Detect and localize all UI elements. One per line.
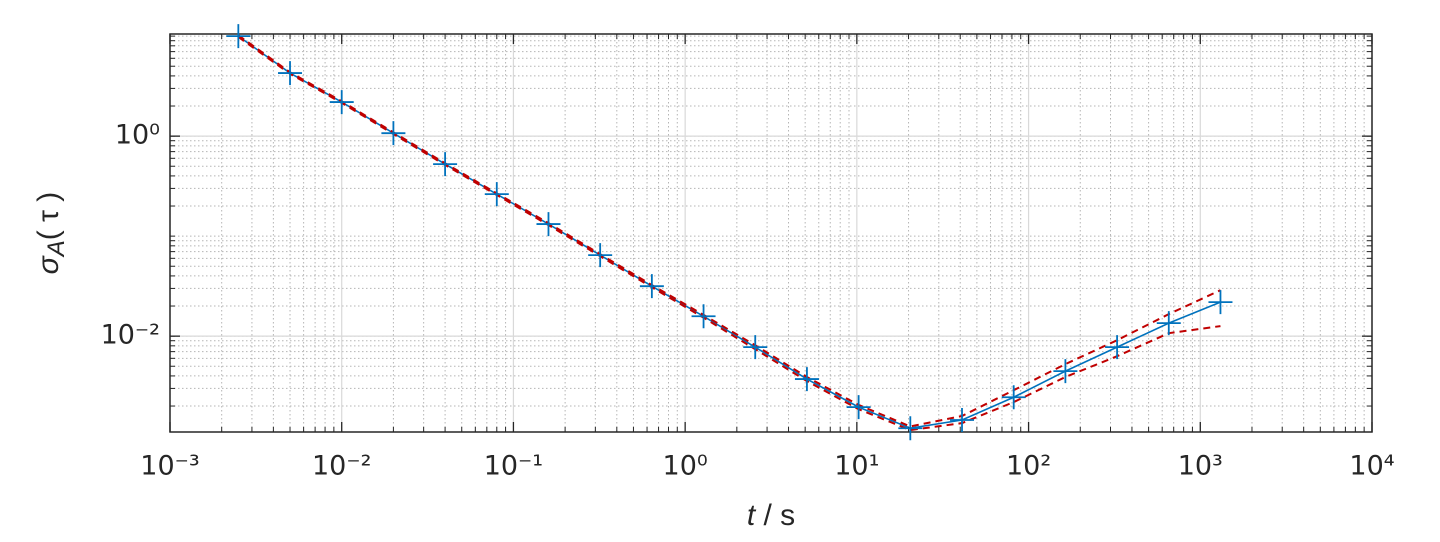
- marker: [278, 61, 303, 86]
- marker: [226, 24, 251, 49]
- marker: [433, 152, 458, 177]
- y-axis-label: σA( τ ): [32, 192, 70, 275]
- x-tick-label: 10¹: [834, 451, 879, 482]
- marker: [743, 335, 768, 360]
- ticks: 10⁻³ 10⁻² 10⁻¹ 10⁰ 10¹ 10² 10³ 10⁴ 10⁻² 10⁰: [101, 34, 1395, 482]
- x-tick-label: 10³: [1178, 451, 1223, 482]
- series-layer: [237, 34, 1221, 432]
- marker: [329, 90, 354, 115]
- x-tick-label: 10⁰: [663, 451, 708, 482]
- marker: [639, 274, 664, 299]
- x-tick-label: 10⁻²: [312, 451, 371, 482]
- x-tick-label: 10²: [1006, 451, 1051, 482]
- y-label-symbol: σ: [32, 254, 65, 274]
- marker: [381, 121, 406, 146]
- x-axis-label: t / s: [747, 499, 795, 532]
- marker: [1001, 385, 1026, 410]
- marker: [691, 304, 716, 329]
- marker: [1105, 335, 1130, 360]
- y-tick-label: 10⁰: [115, 120, 160, 151]
- y-label-argument: ( τ ): [32, 192, 65, 241]
- plot-area: [170, 34, 1372, 432]
- x-tick-label: 10⁴: [1349, 451, 1394, 482]
- x-label-symbol: t: [747, 499, 757, 532]
- x-tick-label: 10⁻³: [140, 451, 199, 482]
- marker: [950, 408, 975, 433]
- marker: [588, 243, 613, 268]
- y-tick-label: 10⁻²: [101, 320, 160, 351]
- marker: [1208, 290, 1233, 315]
- bound-line: [237, 34, 1221, 428]
- axes-box: [169, 33, 1373, 433]
- y-label-subscript: A: [43, 240, 70, 258]
- grid: [169, 34, 1373, 432]
- marker: [1053, 359, 1078, 384]
- marker: [484, 182, 509, 207]
- marker: [846, 395, 871, 420]
- marker: [794, 367, 819, 392]
- marker: [898, 416, 923, 441]
- bound-line: [237, 36, 1221, 432]
- marker: [1156, 311, 1181, 336]
- marker: [536, 212, 561, 237]
- x-tick-label: 10⁻¹: [484, 451, 543, 482]
- x-label-unit: / s: [755, 499, 795, 532]
